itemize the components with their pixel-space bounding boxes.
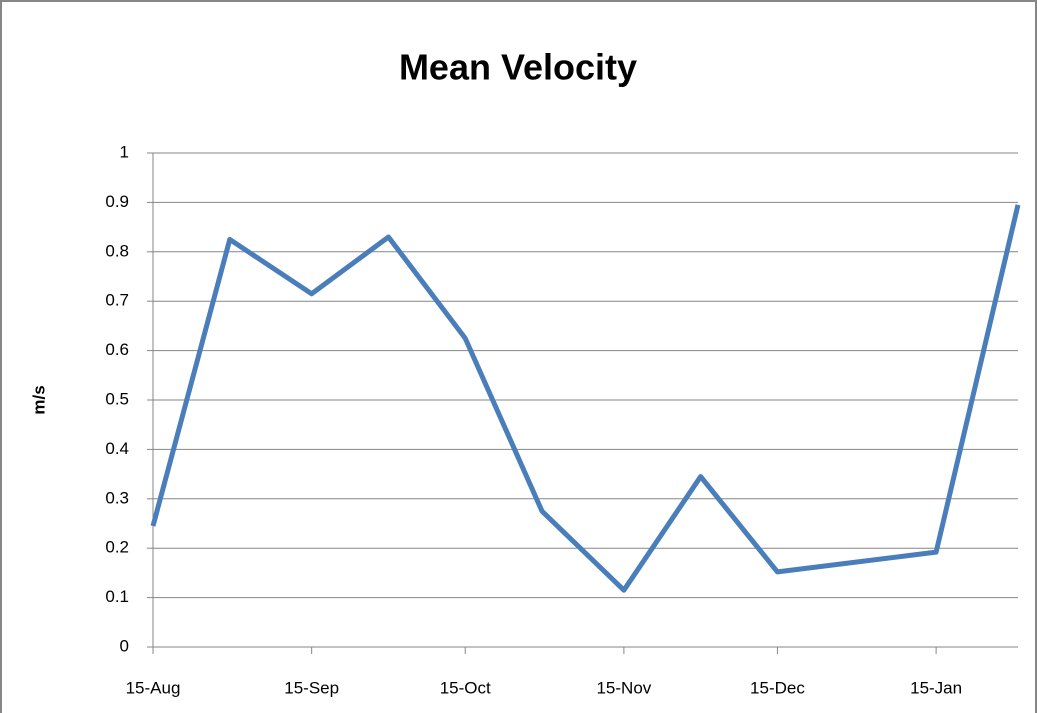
y-tick-label: 0.9 xyxy=(105,192,129,211)
y-tick-label: 0.6 xyxy=(105,340,129,359)
chart-title: Mean Velocity xyxy=(399,47,637,88)
y-tick-label: 0.1 xyxy=(105,587,129,606)
y-axis-label: m/s xyxy=(29,385,48,414)
y-tick-label: 0.8 xyxy=(105,241,129,260)
y-tick-label: 0.2 xyxy=(105,538,129,557)
data-line xyxy=(150,204,1021,593)
y-tick-label: 0.3 xyxy=(105,488,129,507)
x-tick-label: 15-Nov xyxy=(596,678,651,697)
x-tick-label: 15-Oct xyxy=(440,678,491,697)
x-tick-label: 15-Dec xyxy=(750,678,805,697)
y-tick-label: 0 xyxy=(120,636,129,655)
y-tick-label: 1 xyxy=(120,142,129,161)
x-tick-label: 15-Jan xyxy=(910,678,962,697)
x-tick-label: 15-Aug xyxy=(126,678,181,697)
x-tick-label: 15-Sep xyxy=(284,678,339,697)
y-tick-label: 0.7 xyxy=(105,291,129,310)
y-tick-label: 0.4 xyxy=(105,439,129,458)
y-tick-label: 0.5 xyxy=(105,389,129,408)
